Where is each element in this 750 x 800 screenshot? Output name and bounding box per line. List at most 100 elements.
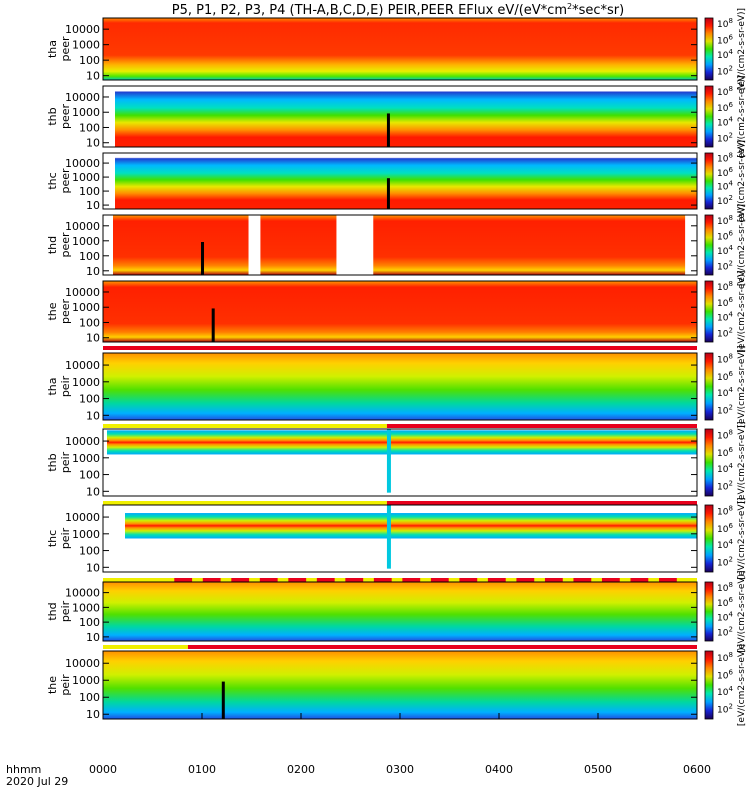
panel-label-species: peir [59,527,72,549]
spectrogram-thc-peir [125,513,697,539]
panel-the-peer: 10 100 1000 10000 the peer 102 104 106 108 [eV/(cm… [46,270,747,352]
colorbar-tick-label: 104 [717,462,733,475]
x-tick-label: 0100 [188,763,216,776]
status-bar-segment [386,501,697,505]
y-tick-label: 1000 [72,528,100,541]
colorbar [704,152,714,210]
colorbar-tick-label: 108 [717,581,733,594]
panel-frame [102,581,698,642]
colorbar-tick-label: 104 [717,311,733,324]
spectrogram-thd-peir [103,582,697,641]
colorbar-tick-label: 108 [717,214,733,227]
colorbar-label: [eV/(cm2-s-sr-eV)] [737,421,747,503]
status-bar-segment [516,578,535,582]
panel-frame [102,85,698,148]
status-bar-segment [658,578,677,582]
colorbar-tick-label: 106 [717,33,733,46]
panel-label-probe: thb [46,453,59,471]
y-tick-label: 10000 [65,657,100,670]
panel-tha-peer: 10 100 1000 10000 tha peer 102 104 106 108 [eV/(cm… [46,8,747,90]
colorbar-tick-label: 102 [717,260,733,273]
colorbar-tick-label: 106 [717,166,733,179]
panel-label-probe: thc [46,530,59,547]
status-bar [103,346,697,350]
y-tick-label: 10000 [65,286,100,299]
colorbar-tick-label: 104 [717,538,733,551]
colorbar-label: [eV/(cm2-s-sr-eV)] [737,204,747,286]
status-bar-segment [187,645,697,649]
instrument-mode-change-marker [201,242,205,275]
panel-label-species: peir [59,375,72,397]
spectrogram-thb-peer [115,86,697,147]
y-tick-label: 1000 [72,171,100,184]
colorbar [704,428,714,497]
figure-title-main: P5, P1, P2, P3, P4 (TH-A,B,C,D,E) PEIR,P… [172,3,567,18]
colorbar-label: [eV/(cm2-s-sr-eV)] [737,497,747,579]
y-tick-label: 10 [86,265,100,278]
colorbar-label: [eV/(cm2-s-sr-eV)] [737,270,747,352]
colorbar [704,650,714,720]
y-tick-label: 10000 [65,511,100,524]
instrument-mode-change-marker [386,429,391,493]
status-bar-segment [459,578,478,582]
x-tick-label: 0500 [584,763,612,776]
status-bar-segment [345,578,364,582]
colorbar-tick-label: 106 [717,596,733,609]
spectrogram-thd-peer [103,215,697,275]
y-tick-label: 10 [86,70,100,83]
y-tick-label: 1000 [72,235,100,248]
status-bar-segment [231,578,250,582]
status-bar-segment [316,578,335,582]
panel-thb-peir: 10 100 1000 10000 thb peir 102 104 106 108 [eV/(cm… [46,421,747,503]
panel-label-species: peir [59,451,72,473]
status-bar-segment [402,578,421,582]
colorbar [704,581,714,642]
status-bar-segment [373,578,392,582]
colorbar-tick-label: 108 [717,280,733,293]
colorbar-label: [eV/(cm2-s-sr-eV)] [737,75,747,157]
panel-label-probe: thc [46,172,59,189]
y-tick-label: 1000 [72,301,100,314]
panel-label-species: peer [59,299,72,325]
status-bar-segment [601,578,620,582]
spectrogram-the-peer [103,281,697,342]
y-tick-label: 10000 [65,435,100,448]
y-tick-label: 10000 [65,23,100,36]
status-bar-segment [544,578,563,582]
instrument-mode-change-marker [221,681,225,719]
colorbar-tick-label: 106 [717,522,733,535]
figure-title-end: *sec*sr) [572,3,624,18]
colorbar-label: [eV/(cm2-s-sr-eV)] [737,8,747,90]
panel-frame [102,504,698,573]
status-bar-segment [288,578,307,582]
panel-label-probe: tha [46,40,59,58]
y-tick-label: 10 [86,708,100,721]
y-tick-label: 10 [86,485,100,498]
status-bar-segment [202,578,221,582]
y-tick-label: 10000 [65,587,100,600]
panel-frame [102,152,698,210]
panel-label-species: peir [59,600,72,622]
colorbar-tick-label: 102 [717,480,733,493]
x-tick-label: 0400 [485,763,513,776]
y-tick-label: 1000 [72,452,100,465]
panel-label-probe: the [46,676,59,694]
colorbar-tick-label: 108 [717,429,733,442]
y-tick-label: 1000 [72,674,100,687]
status-bar-segment [174,578,193,582]
colorbar-tick-label: 108 [717,505,733,518]
y-tick-label: 10000 [65,359,100,372]
colorbar-tick-label: 104 [717,610,733,623]
y-tick-label: 100 [79,469,100,482]
y-tick-label: 100 [79,616,100,629]
time-axis: 0000 0100 0200 0300 0400 0500 0600 [89,713,711,776]
colorbar-tick-label: 104 [717,685,733,698]
colorbar-tick-label: 102 [717,404,733,417]
colorbar-tick-label: 106 [717,230,733,243]
y-tick-label: 100 [79,54,100,67]
colorbar-tick-label: 104 [717,244,733,257]
panel-label-species: peer [59,232,72,258]
colorbar-tick-label: 108 [717,17,733,30]
